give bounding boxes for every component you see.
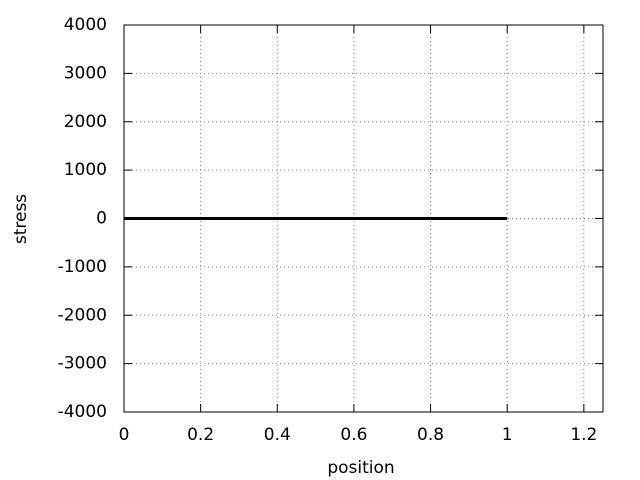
y-axis-label: stress <box>11 194 31 244</box>
y-tick-label: 2000 <box>64 112 107 132</box>
y-tick-label: 1000 <box>64 160 107 180</box>
x-axis-label: position <box>327 458 394 478</box>
y-tick-label: -1000 <box>58 257 107 277</box>
x-tick-label: 0.4 <box>264 425 291 445</box>
y-tick-label: -2000 <box>58 305 107 325</box>
x-tick-label: 0 <box>119 425 130 445</box>
y-tick-label: -4000 <box>58 402 107 422</box>
x-tick-label: 0.8 <box>417 425 444 445</box>
y-tick-label: -3000 <box>58 354 107 374</box>
y-tick-label: 0 <box>96 209 107 229</box>
x-tick-label: 1.2 <box>570 425 597 445</box>
x-tick-label: 1 <box>502 425 513 445</box>
y-tick-label: 3000 <box>64 63 107 83</box>
y-tick-label: 4000 <box>64 15 107 35</box>
x-tick-label: 0.6 <box>340 425 367 445</box>
x-tick-label: 0.2 <box>187 425 214 445</box>
